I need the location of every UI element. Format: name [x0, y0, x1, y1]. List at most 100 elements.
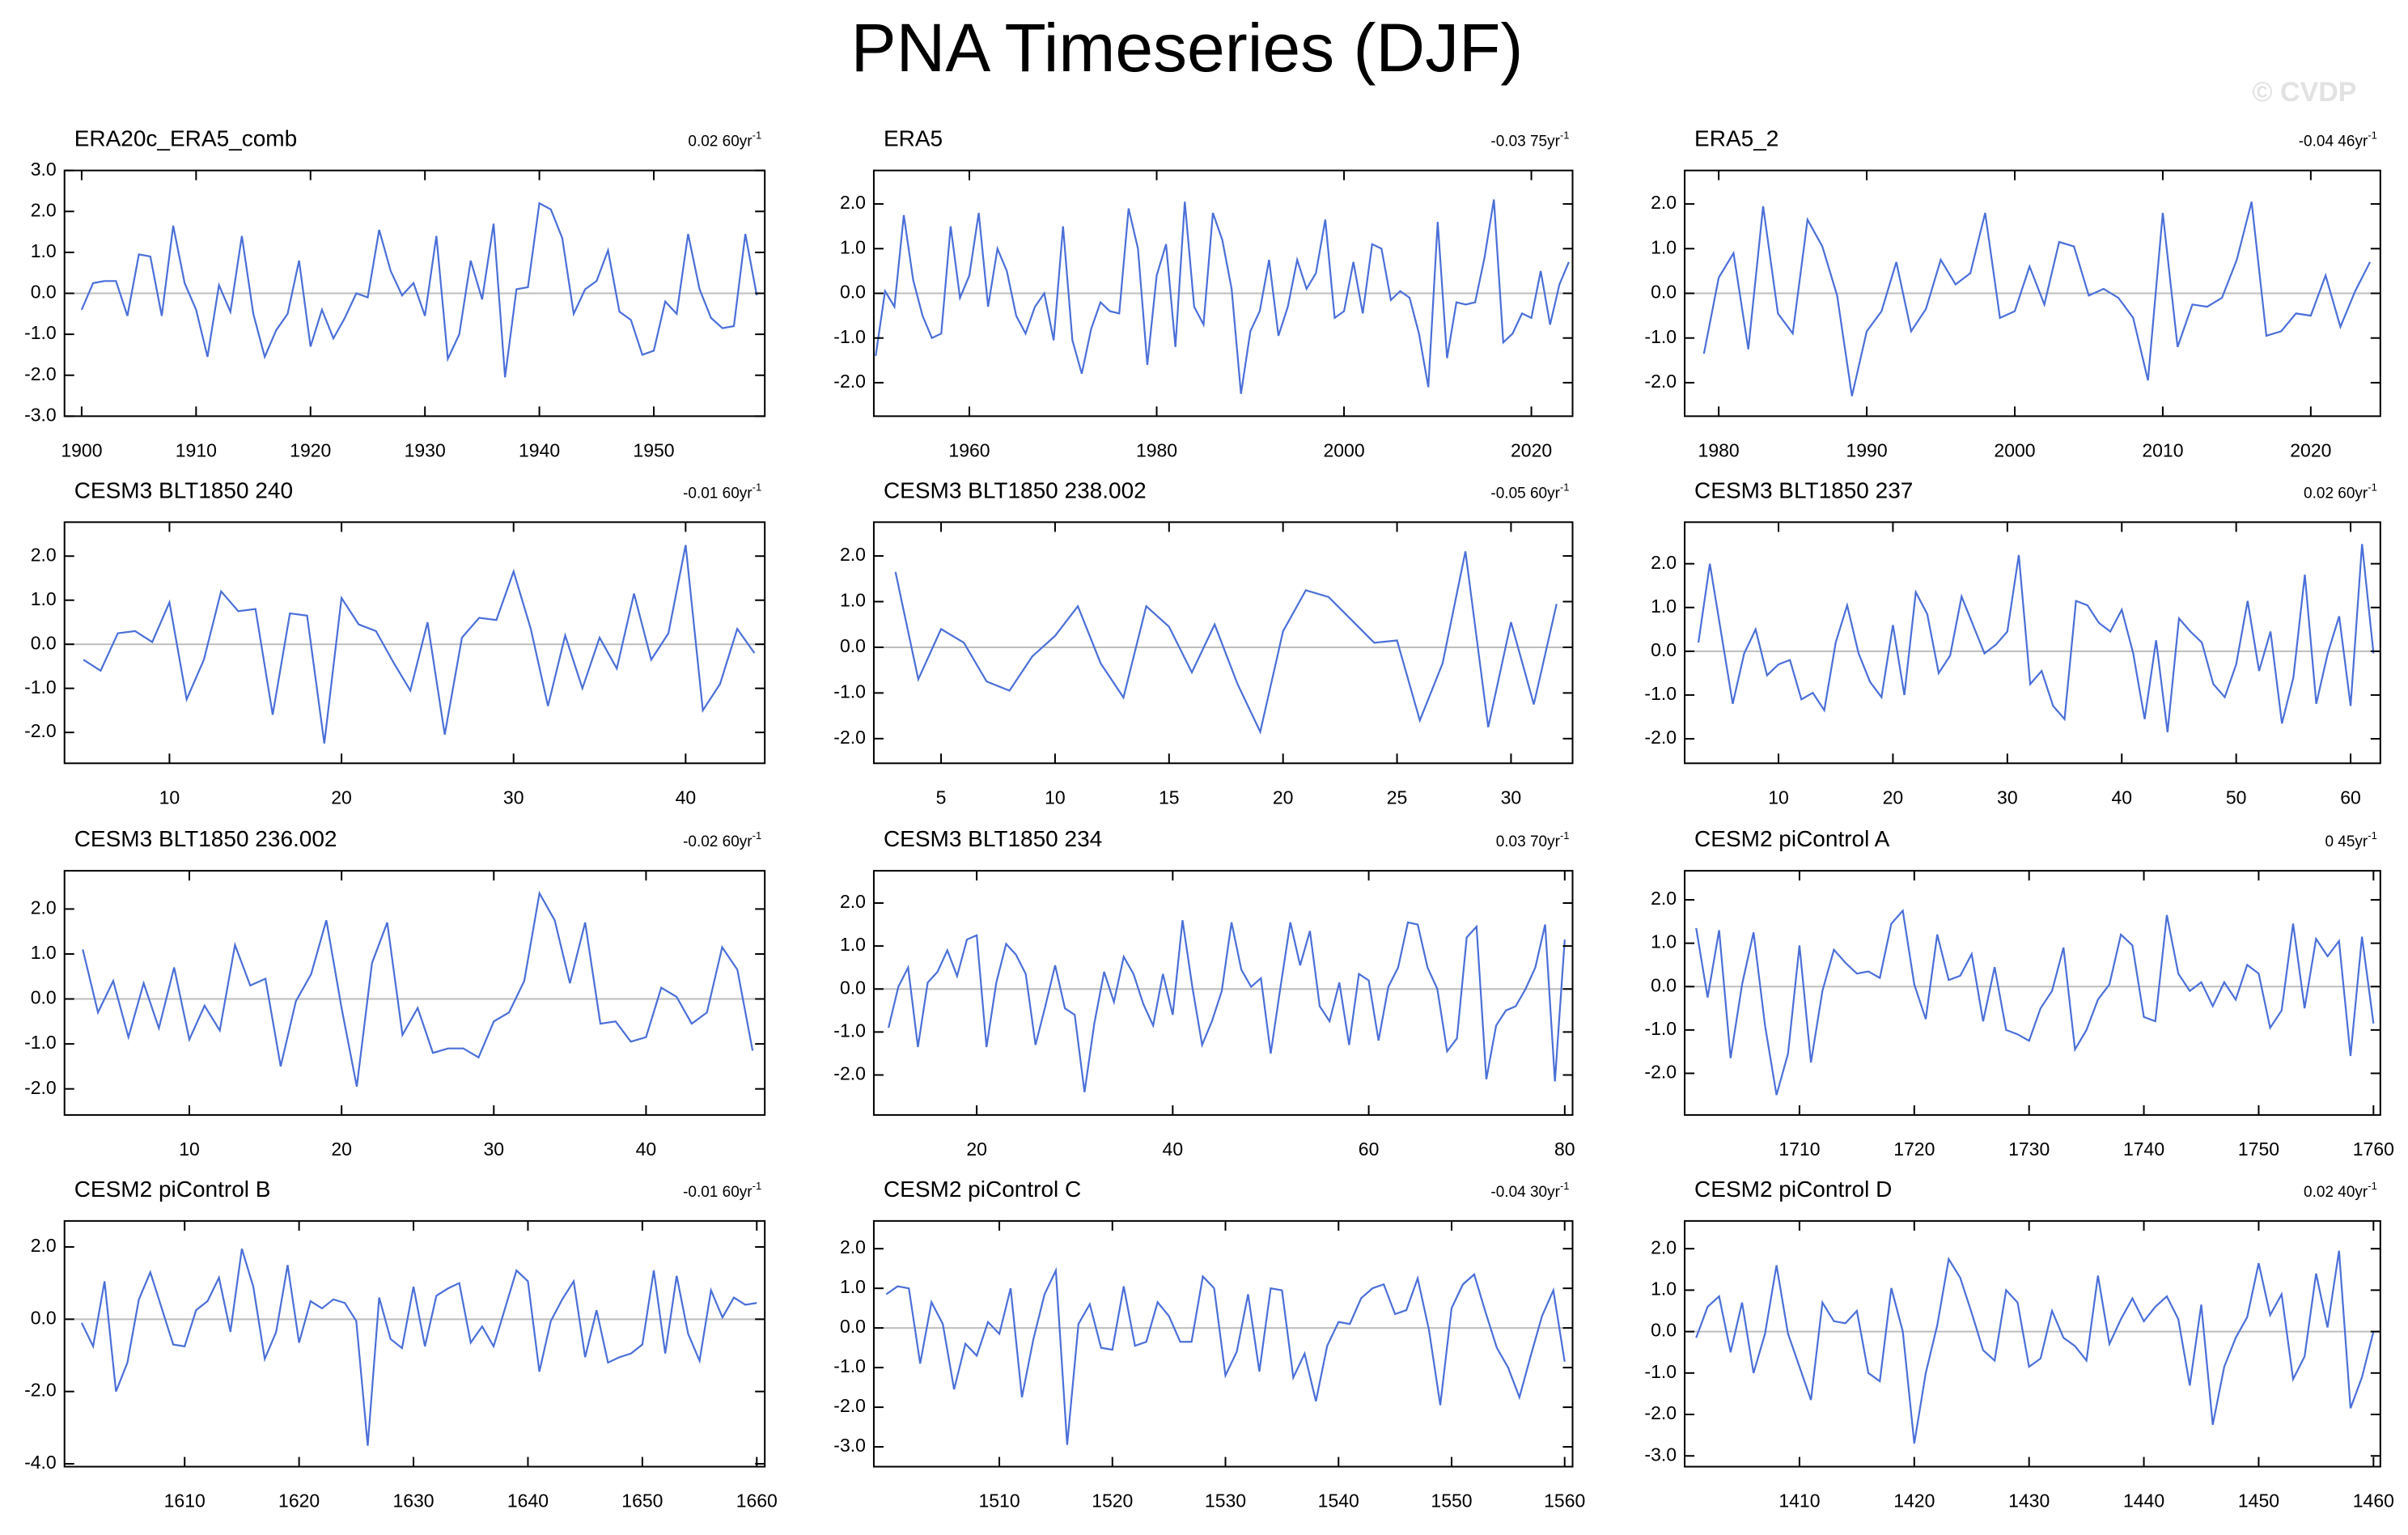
- series-line: [1695, 1250, 2375, 1444]
- plot-frame: [63, 1219, 766, 1468]
- x-tick-label: 40: [676, 787, 697, 808]
- y-tick-label: 0.0: [31, 1307, 57, 1328]
- x-tick-label: 1650: [621, 1490, 663, 1512]
- series-line: [1695, 908, 2375, 1096]
- x-tick-label: 1550: [1431, 1490, 1472, 1512]
- x-tick-label: 10: [1045, 787, 1066, 808]
- x-tick-label: 1440: [2123, 1490, 2164, 1512]
- y-tick-label: -3.0: [833, 1435, 866, 1456]
- x-tick-label: 20: [1883, 787, 1904, 808]
- panel-title: CESM3 BLT1850 238.002: [884, 477, 1147, 502]
- y-tick-label: -1.0: [833, 1355, 866, 1376]
- x-tick-label: 2020: [1511, 439, 1552, 460]
- panel-title: ERA20c_ERA5_comb: [74, 126, 297, 151]
- y-tick-label: 1.0: [31, 942, 57, 963]
- panel-title: CESM3 BLT1850 236.002: [74, 826, 337, 851]
- series-line: [888, 920, 1566, 1092]
- trend-text: -0.01 60yr: [683, 1184, 752, 1201]
- trend-exponent: -1: [2368, 1180, 2377, 1192]
- x-tick-label: 5: [936, 787, 947, 808]
- series-line: [1702, 201, 2372, 396]
- x-tick-label: 2010: [2142, 439, 2183, 460]
- y-tick-label: -2.0: [1644, 1062, 1677, 1083]
- trend-exponent: -1: [2368, 129, 2377, 142]
- x-tick-label: 1660: [736, 1490, 778, 1512]
- y-tick-label: 1.0: [840, 1276, 866, 1297]
- x-tick-label: 1730: [2008, 1139, 2050, 1160]
- y-tick-label: -3.0: [24, 404, 57, 425]
- x-tick-label: 1560: [1544, 1490, 1585, 1512]
- y-tick-label: 2.0: [1651, 552, 1677, 573]
- series-line: [83, 545, 756, 744]
- trend-exponent: -1: [752, 829, 762, 842]
- x-tick-label: 1610: [164, 1490, 206, 1512]
- x-tick-label: 1720: [1893, 1139, 1935, 1160]
- x-tick-label: 2020: [2290, 439, 2331, 460]
- series-line: [80, 201, 758, 378]
- y-tick-label: 0.0: [1651, 639, 1677, 660]
- trend-text: 0.02 60yr: [2304, 485, 2368, 502]
- plot-frame: [1684, 1219, 2381, 1468]
- x-tick-label: 1960: [948, 439, 990, 460]
- y-tick-label: -4.0: [24, 1452, 57, 1473]
- trend-exponent: -1: [1560, 481, 1570, 493]
- y-tick-label: -2.0: [1644, 371, 1677, 392]
- panel-title: CESM2 piControl D: [1694, 1177, 1892, 1202]
- x-tick-label: 40: [636, 1139, 657, 1160]
- y-tick-label: 1.0: [1651, 931, 1677, 952]
- x-tick-label: 20: [1273, 787, 1294, 808]
- y-tick-label: -2.0: [24, 1380, 57, 1401]
- plot-frame: [872, 870, 1574, 1116]
- y-tick-label: 0.0: [1651, 974, 1677, 995]
- series-line: [80, 1248, 757, 1446]
- y-tick-label: -1.0: [833, 326, 866, 347]
- y-tick-label: 2.0: [31, 199, 57, 220]
- trend-exponent: -1: [1560, 1180, 1570, 1192]
- x-tick-label: 15: [1159, 787, 1180, 808]
- y-tick-label: -1.0: [1644, 326, 1677, 347]
- x-tick-label: 2000: [1994, 439, 2035, 460]
- panel-title: CESM3 BLT1850 234: [884, 826, 1102, 851]
- x-tick-label: 1520: [1092, 1490, 1133, 1512]
- trend-exponent: -1: [2368, 481, 2377, 493]
- x-tick-label: 1930: [405, 439, 446, 460]
- x-tick-label: 1710: [1778, 1139, 1820, 1160]
- x-tick-label: 60: [1359, 1139, 1380, 1160]
- trend-exponent: -1: [1560, 129, 1570, 142]
- x-tick-label: 10: [179, 1139, 200, 1160]
- y-tick-label: 0.0: [840, 282, 866, 303]
- panel-title: CESM3 BLT1850 240: [74, 477, 293, 502]
- y-tick-label: 0.0: [840, 1316, 866, 1337]
- x-tick-label: 1620: [278, 1490, 320, 1512]
- x-tick-label: 1540: [1318, 1490, 1359, 1512]
- y-tick-label: 2.0: [31, 897, 57, 918]
- y-tick-label: -2.0: [1644, 1402, 1677, 1423]
- y-tick-label: 2.0: [1651, 888, 1677, 909]
- x-tick-label: 1910: [176, 439, 217, 460]
- series-line: [1697, 544, 2375, 733]
- x-tick-label: 20: [331, 787, 352, 808]
- x-tick-label: 1630: [392, 1490, 434, 1512]
- plot-frame: [1684, 521, 2381, 765]
- panel-title: ERA5_2: [1694, 126, 1778, 151]
- y-tick-label: 1.0: [31, 588, 57, 609]
- x-tick-label: 80: [1554, 1139, 1575, 1160]
- x-tick-label: 1750: [2238, 1139, 2279, 1160]
- x-tick-label: 10: [1768, 787, 1789, 808]
- y-tick-label: -3.0: [1644, 1444, 1677, 1465]
- y-tick-label: -2.0: [24, 1077, 57, 1098]
- x-tick-label: 1420: [1893, 1490, 1935, 1512]
- x-tick-label: 20: [331, 1139, 352, 1160]
- trend-label: -0.03 75yr-1: [1490, 129, 1569, 151]
- x-tick-label: 1510: [978, 1490, 1020, 1512]
- trend-text: -0.02 60yr: [683, 833, 752, 850]
- y-tick-label: -1.0: [833, 681, 866, 702]
- x-tick-label: 1410: [1778, 1490, 1820, 1512]
- x-tick-label: 2000: [1323, 439, 1364, 460]
- series-line: [894, 551, 1558, 735]
- y-tick-label: 0.0: [31, 987, 57, 1008]
- x-tick-label: 30: [483, 1139, 504, 1160]
- trend-text: 0.03 70yr: [1496, 833, 1561, 850]
- x-tick-label: 10: [159, 787, 180, 808]
